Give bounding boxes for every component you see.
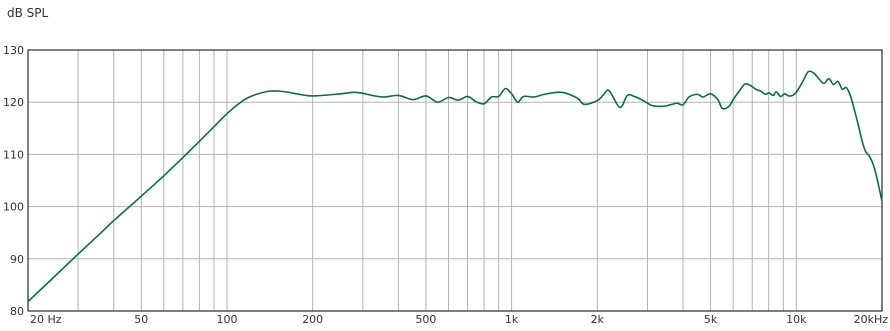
y-tick-label: 90 (10, 253, 24, 266)
y-axis-title: dB SPL (7, 6, 49, 20)
x-tick-label: 20 Hz (30, 313, 62, 326)
x-tick-label: 2k (591, 313, 605, 326)
plot-frame (27, 49, 883, 312)
y-tick-label: 120 (3, 96, 24, 109)
x-tick-labels: 20 Hz 50 100 200 500 1k 2k 5k 10k 20kHz (30, 313, 888, 326)
x-tick-label: 10k (786, 313, 807, 326)
x-tick-label: 500 (415, 313, 436, 326)
series-group (27, 70, 883, 303)
grid-lines (28, 50, 882, 311)
series-line (27, 70, 883, 303)
y-tick-label: 80 (10, 305, 24, 318)
x-tick-label: 1k (505, 313, 519, 326)
x-tick-label: 50 (134, 313, 148, 326)
y-tick-label: 130 (3, 44, 24, 57)
y-tick-label: 100 (3, 201, 24, 214)
y-tick-label: 110 (3, 148, 24, 161)
x-tick-label: 5k (704, 313, 718, 326)
x-tick-label: 200 (302, 313, 323, 326)
x-tick-label: 100 (217, 313, 238, 326)
x-tick-label: 20kHz (854, 313, 889, 326)
y-tick-labels: 80 90 100 110 120 130 (3, 44, 24, 318)
